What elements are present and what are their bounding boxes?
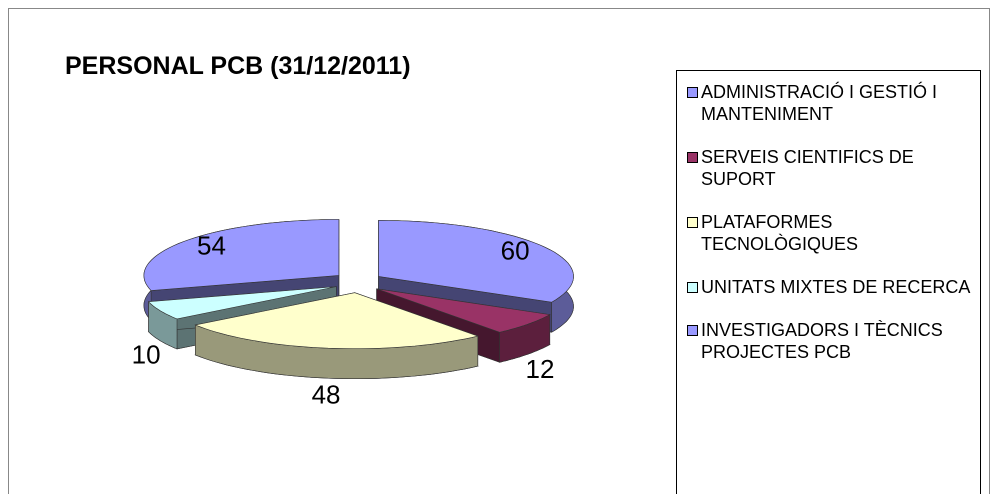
slice xyxy=(376,288,551,333)
legend-item: PLATAFORMES TECNOLÒGIQUES xyxy=(687,211,972,255)
slice xyxy=(194,292,479,349)
data-label: 48 xyxy=(312,379,341,409)
data-label: 10 xyxy=(132,339,161,369)
legend: ADMINISTRACIÓ I GESTIÓ I MANTENIMENT SERV… xyxy=(676,70,981,494)
legend-item: UNITATS MIXTES DE RECERCA xyxy=(687,276,972,298)
legend-label: UNITATS MIXTES DE RECERCA xyxy=(701,277,971,297)
legend-item: INVESTIGADORS I TÈCNICS PROJECTES PCB xyxy=(687,319,972,363)
legend-label: ADMINISTRACIÓ I GESTIÓ I MANTENIMENT xyxy=(701,82,938,124)
chart-frame xyxy=(8,8,990,494)
legend-item: ADMINISTRACIÓ I GESTIÓ I MANTENIMENT xyxy=(687,81,972,125)
legend-swatch xyxy=(687,152,698,163)
legend-label: PLATAFORMES TECNOLÒGIQUES xyxy=(701,212,859,254)
legend-swatch xyxy=(687,325,698,336)
chart: 60 12 48 10 54 xyxy=(132,219,574,409)
legend-item: SERVEIS CIENTIFICS DE SUPORT xyxy=(687,146,972,190)
slice xyxy=(143,219,340,291)
data-label: 54 xyxy=(197,231,226,261)
chart-title: PERSONAL PCB (31/12/2011) xyxy=(65,52,411,80)
legend-swatch xyxy=(687,282,698,293)
legend-swatch xyxy=(687,217,698,228)
slice xyxy=(148,286,337,320)
data-label: 60 xyxy=(501,235,530,265)
legend-label: SERVEIS CIENTIFICS DE SUPORT xyxy=(701,147,914,189)
legend-label: INVESTIGADORS I TÈCNICS PROJECTES PCB xyxy=(701,320,943,362)
slice xyxy=(378,220,574,303)
data-label: 12 xyxy=(526,354,555,384)
legend-swatch xyxy=(687,87,698,98)
